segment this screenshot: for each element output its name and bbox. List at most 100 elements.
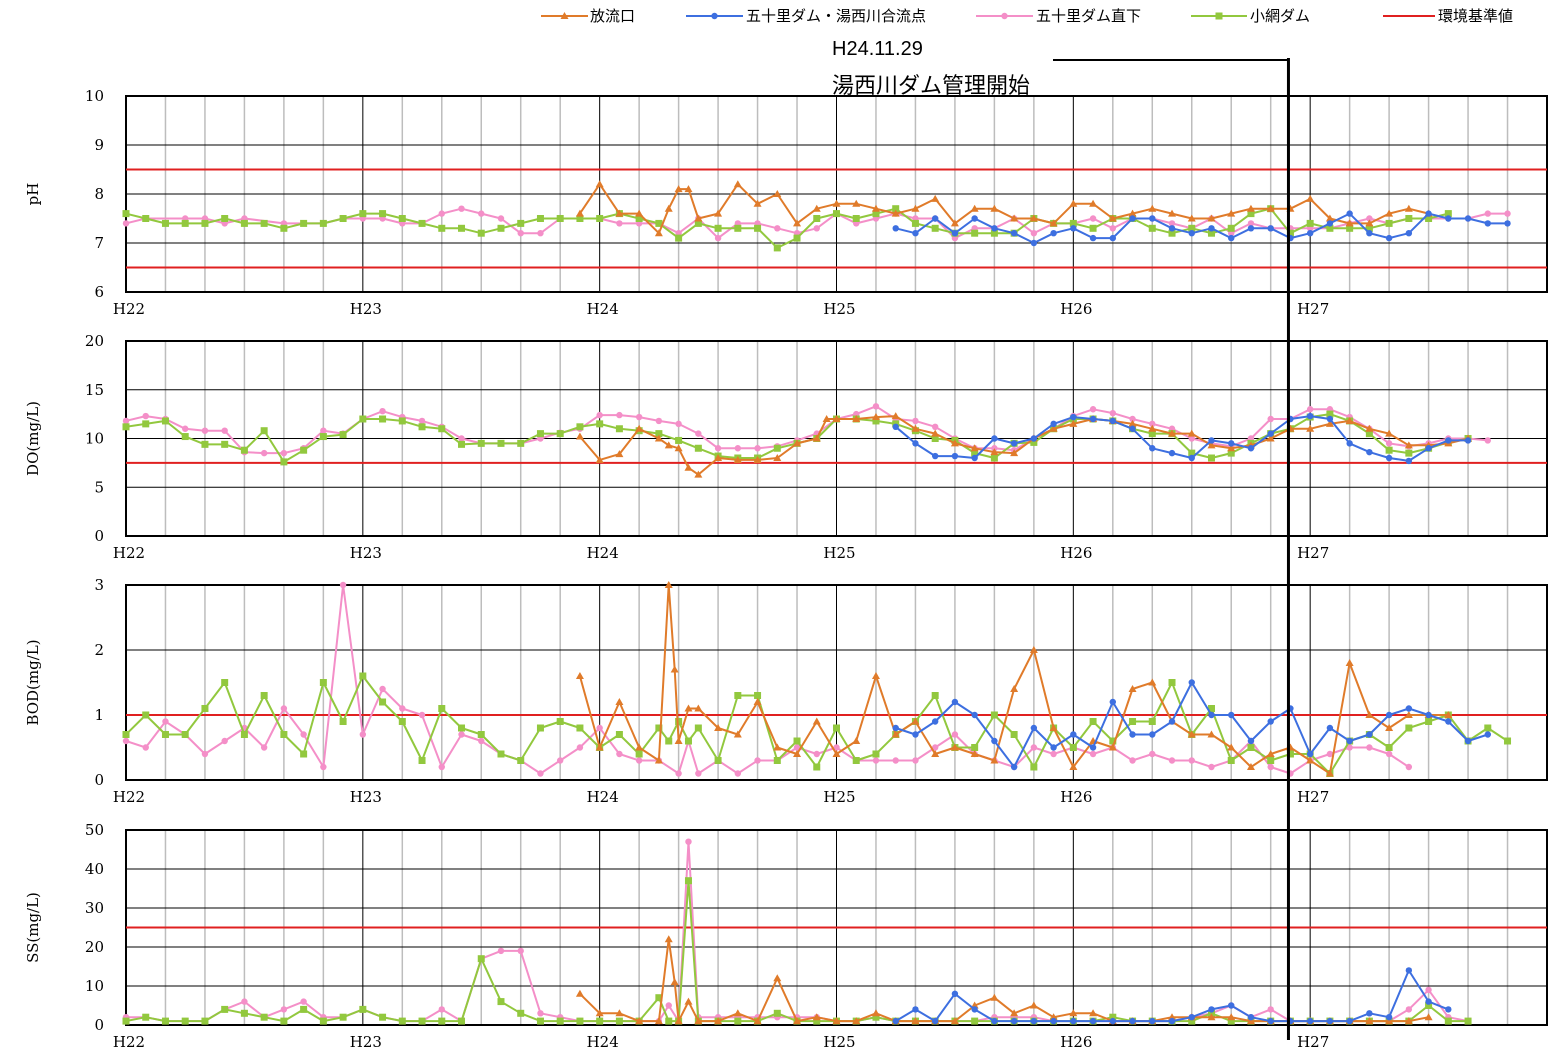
data-point [1425,986,1432,994]
data-point [320,427,327,434]
y-tick-label: 1 [94,706,104,724]
data-point [1425,210,1432,217]
data-point [714,234,722,242]
data-point [122,1017,130,1025]
data-point [319,679,327,686]
data-point [664,581,673,588]
data-point [991,1017,998,1025]
data-point [418,219,426,227]
data-point [1148,678,1157,686]
data-point [1227,1013,1236,1021]
data-point [1425,711,1432,719]
x-tick-label: H23 [350,1033,382,1051]
data-point [1365,224,1373,232]
data-point [684,704,693,712]
data-point [1366,744,1373,751]
data-point [1129,425,1136,432]
series-houryu [575,412,1473,478]
data-point [773,1009,781,1017]
data-point [201,1017,209,1025]
data-point [872,210,880,218]
data-point [1326,224,1334,232]
data-point [1050,744,1057,751]
y-tick-label: 7 [94,234,104,252]
data-point [260,692,268,699]
data-point [852,757,860,764]
data-point [1148,424,1157,432]
data-point [733,180,742,188]
data-point [1148,224,1156,232]
data-point [1208,763,1215,771]
data-point [1207,730,1216,738]
data-point [517,757,525,764]
data-point [1247,744,1255,751]
data-point [892,724,899,732]
data-point [596,411,603,419]
legend-label-goju-yunishi: 五十里ダム・湯西川合流点 [746,7,927,25]
data-point [1306,424,1315,432]
data-point [458,435,465,442]
data-point [912,440,919,447]
data-point [773,757,781,764]
data-point [714,445,722,452]
data-point [1207,229,1215,237]
data-point [1365,219,1374,227]
data-point [319,1017,327,1025]
data-point [971,1006,978,1013]
data-point [754,757,761,764]
data-point [260,1013,268,1021]
x-tick-label: H25 [823,788,855,806]
data-point [912,1006,919,1013]
data-point [822,415,831,422]
data-point [142,744,149,751]
y-tick-label: 10 [85,430,104,448]
data-point [872,403,880,410]
data-point [951,731,959,738]
x-tick-label: H26 [1060,300,1092,318]
data-point [1030,438,1038,446]
data-point [990,454,998,462]
data-point [1069,763,1078,770]
data-point [1326,415,1334,423]
data-point [654,756,663,764]
data-point [1109,409,1117,417]
data-point [654,434,663,442]
data-point [1504,210,1511,217]
plot-frame [125,340,1548,537]
data-point [1366,215,1373,222]
series-line-goju-yunishi [895,415,1469,462]
legend-label-houryu: 放流口 [590,7,636,25]
y-tick-label: 9 [94,136,104,154]
data-point [1168,429,1177,437]
data-point [1070,731,1077,738]
data-point [1010,214,1019,222]
data-point [912,230,919,237]
data-point [911,1017,920,1025]
data-point [833,724,840,732]
data-point [122,417,130,425]
data-point [950,1017,959,1025]
data-point [1207,441,1216,449]
data-point [1267,225,1274,232]
data-point [931,1017,939,1025]
data-point [1089,215,1097,222]
data-point [556,215,564,222]
data-point [1267,415,1274,423]
data-point [240,1009,248,1017]
data-point [359,1005,367,1013]
data-point [1306,1017,1314,1025]
panel-3: 0 10 20 30 40 50 H22 H23 H24 H25 H26 H27 SS(mg/L) [24,821,1548,1051]
data-point [418,757,426,764]
data-point [1029,1001,1038,1009]
data-point [1424,1013,1433,1021]
data-point [911,424,920,432]
data-point [162,718,169,725]
data-point [753,698,762,705]
data-point [1306,412,1314,420]
data-point [1346,737,1353,745]
data-point [971,229,979,237]
data-point [654,1017,663,1025]
data-point [1129,757,1136,764]
annotation-text: 湯西川ダム管理開始 [832,74,1031,99]
